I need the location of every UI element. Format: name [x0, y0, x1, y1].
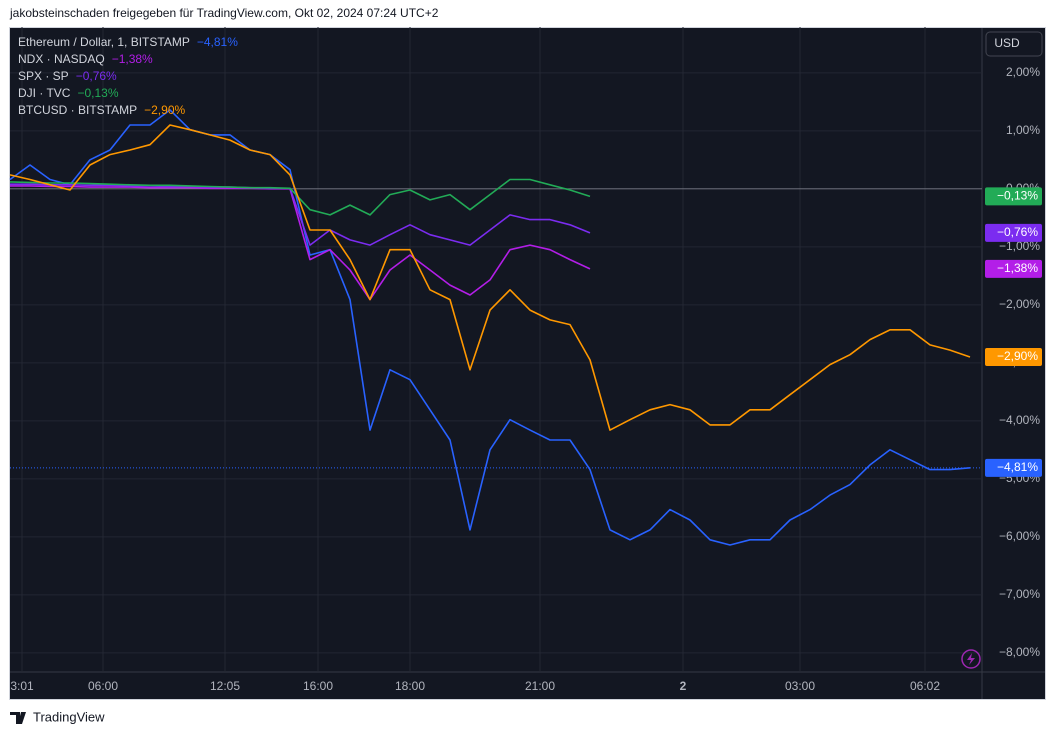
price-badge: [985, 259, 1042, 278]
legend-name: BTCUSD · BITSTAMP: [18, 103, 137, 117]
price-badge: [985, 187, 1042, 206]
y-tick-label: −8,00%: [999, 645, 1040, 659]
legend-value: −4,81%: [197, 35, 238, 49]
axes: 2,00%1,00%0,00%−1,00%−2,00%−3,00%−4,00%−…: [10, 65, 1042, 693]
series-line: [10, 183, 591, 246]
series-line: [9, 109, 971, 546]
price-badge: [985, 458, 1042, 477]
x-tick-label: 21:00: [525, 679, 555, 693]
x-tick-label: 18:00: [395, 679, 425, 693]
currency-label: USD: [994, 36, 1020, 50]
currency-button[interactable]: [985, 31, 1043, 57]
y-tick-label: −6,00%: [999, 529, 1040, 543]
x-tick-label: 06:00: [88, 679, 118, 693]
chart-panel: [9, 27, 1046, 700]
legend-value: −2,90%: [144, 103, 185, 117]
price-badge-label: −1,38%: [997, 261, 1038, 275]
y-tick-label: −7,00%: [999, 587, 1040, 601]
plot: [9, 109, 982, 546]
x-tick-label: 03:00: [785, 679, 815, 693]
price-badge-label: −0,13%: [997, 189, 1038, 203]
price-badge: [985, 223, 1042, 242]
price-badge-label: −0,76%: [997, 225, 1038, 239]
legend-value: −0,76%: [76, 69, 117, 83]
y-tick-label: −4,00%: [999, 413, 1040, 427]
legend-name: Ethereum / Dollar, 1, BITSTAMP: [18, 35, 190, 49]
series-line: [10, 185, 591, 301]
x-tick-label: 3:01: [10, 679, 34, 693]
x-tick-label: 12:05: [210, 679, 240, 693]
grid: [10, 27, 982, 672]
y-tick-label: −1,00%: [999, 239, 1040, 253]
price-badge-label: −2,90%: [997, 349, 1038, 363]
x-tick-label: 06:02: [910, 679, 940, 693]
series-line: [9, 124, 971, 431]
header-text: jakobsteinschaden freigegeben für Tradin…: [9, 6, 439, 20]
y-tick-label: 2,00%: [1006, 65, 1040, 79]
series-line: [9, 178, 591, 216]
price-badge: [985, 348, 1042, 367]
x-tick-label: 16:00: [303, 679, 333, 693]
legend-name: NDX · NASDAQ: [18, 52, 105, 66]
footer-logo-text: TradingView: [33, 709, 105, 724]
y-tick-label: 1,00%: [1006, 123, 1040, 137]
lightning-icon: [967, 653, 975, 665]
legend-name: DJI · TVC: [18, 86, 71, 100]
x-tick-label: 2: [680, 679, 687, 693]
lightning-button[interactable]: [961, 649, 981, 669]
legend-value: −1,38%: [112, 52, 153, 66]
logo-icon: [10, 712, 26, 724]
legend-name: SPX · SP: [18, 69, 69, 83]
legend-value: −0,13%: [77, 86, 118, 100]
y-tick-label: −2,00%: [999, 297, 1040, 311]
price-badge-label: −4,81%: [997, 460, 1038, 474]
